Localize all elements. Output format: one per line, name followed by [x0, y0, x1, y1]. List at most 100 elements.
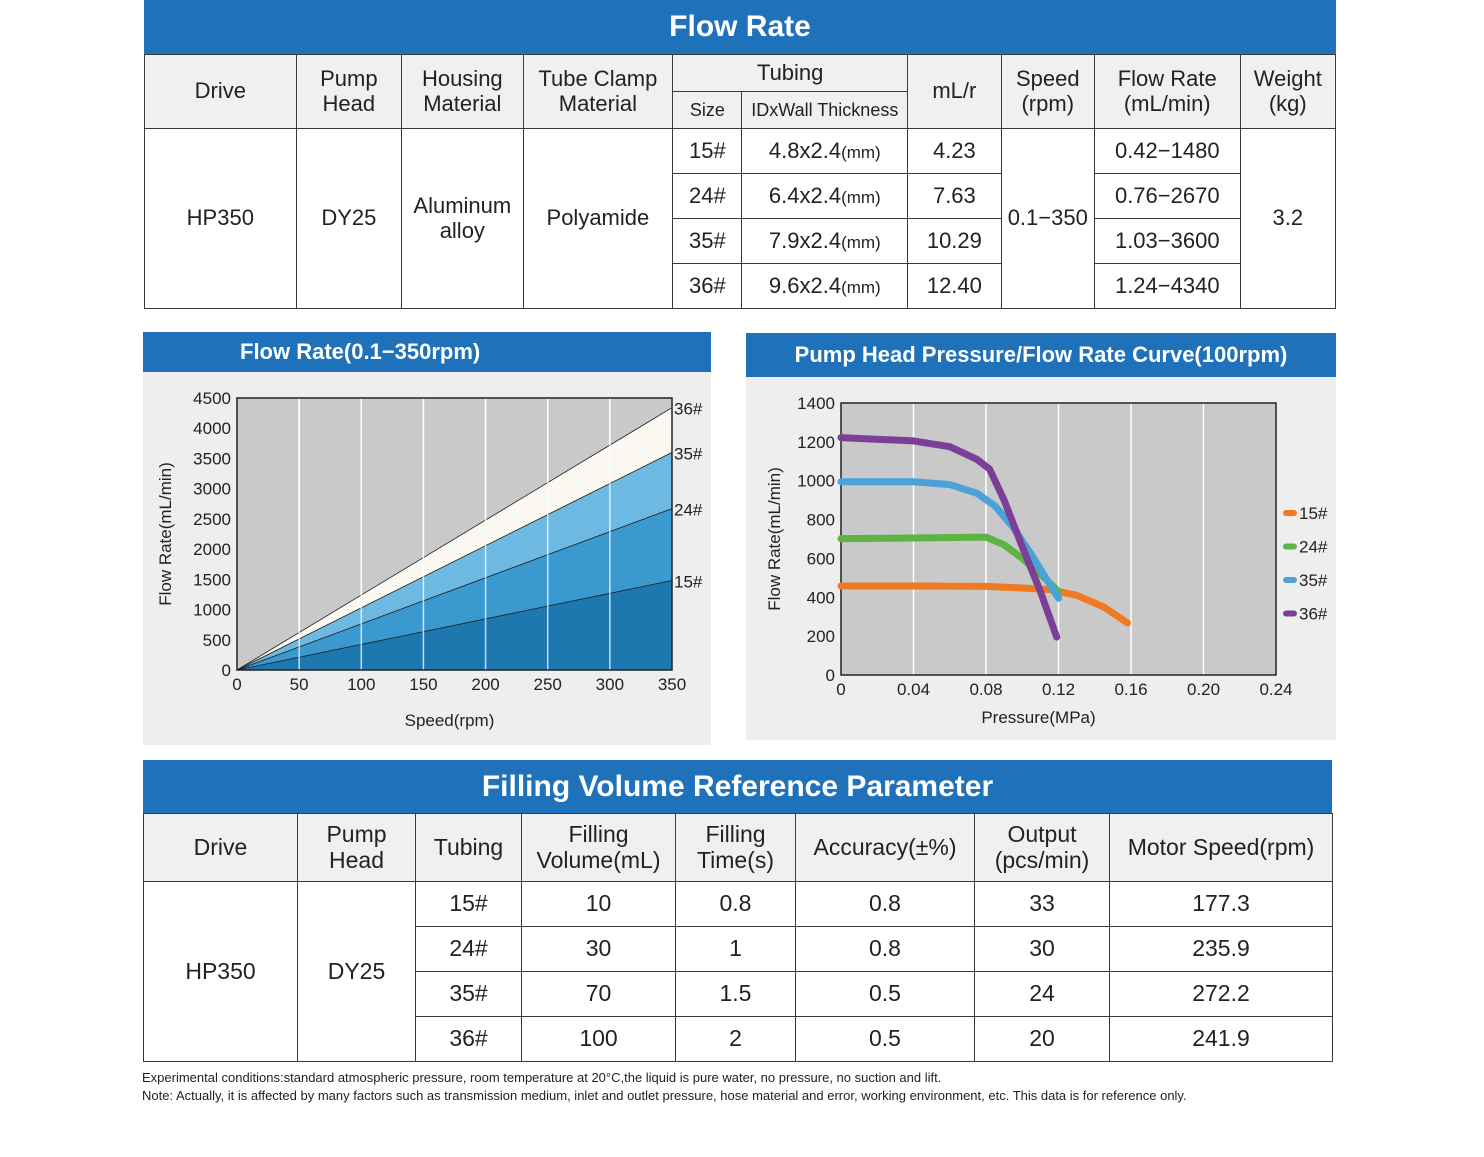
y-axis-label: Flow Rate(mL/min): [765, 467, 784, 611]
x-tick-label: 0.08: [969, 680, 1002, 699]
cell-volume: 100: [521, 1016, 676, 1062]
header-speed: Speed (rpm): [1000, 54, 1095, 129]
cell-tubing: 36#: [415, 1016, 522, 1062]
dimension-value: 6.4x2.4: [768, 182, 842, 208]
header-id-wall-thickness: IDxWall Thickness: [741, 91, 909, 129]
filling-title: Filling Volume Reference Parameter: [481, 769, 994, 803]
dimension-unit: (mm): [841, 277, 881, 297]
line-series: [837, 478, 1062, 602]
cell-ml-per-rev: 7.63: [907, 173, 1002, 219]
cell-size: 36#: [672, 263, 743, 309]
cell-size: 35#: [672, 218, 743, 264]
cell-tubing: 24#: [415, 926, 522, 972]
flow-rate-chart-title: Flow Rate(0.1−350rpm): [240, 339, 481, 364]
cell-size: 15#: [672, 128, 743, 174]
x-axis-label: Pressure(MPa): [981, 708, 1095, 727]
legend-label: 35#: [1299, 571, 1328, 590]
dimension-unit: (mm): [841, 232, 881, 252]
flow-rate-chart: 36#35#24#15#0 50 100 150 200 250 300 3500500100…: [156, 389, 703, 730]
header-weight: Weight (kg): [1239, 54, 1337, 129]
header-motor-speed: Motor Speed(rpm): [1109, 813, 1333, 882]
cell-motor-speed: 272.2: [1109, 971, 1333, 1017]
y-tick-label: 1000: [193, 601, 231, 620]
cell-output: 33: [974, 881, 1110, 927]
table-row: 35# 7.9x2.4(mm) 10.29 1.03−3600: [145, 218, 1336, 264]
series-label: 35#: [674, 444, 703, 463]
dimension-unit: (mm): [841, 187, 881, 207]
header-flow-rate: Flow Rate (mL/min): [1093, 54, 1241, 129]
cell-ml-per-rev: 10.29: [907, 218, 1002, 264]
y-tick-label: 0: [222, 661, 231, 680]
cell-tubing: 15#: [415, 881, 522, 927]
reference-note: Note: Actually, it is affected by many f…: [142, 1088, 1187, 1103]
header-tubing: Tubing: [672, 54, 909, 92]
y-tick-label: 400: [807, 588, 835, 607]
y-tick-label: 3000: [193, 480, 231, 499]
table-row: HP350 DY25 Aluminum alloy Polyamide 15# …: [144, 128, 1337, 309]
cell-output: 30: [974, 926, 1110, 972]
flow-rate-title-bar: Flow Rate: [144, 0, 1336, 54]
header-ml-per-rev: mL/r: [907, 54, 1002, 129]
cell-motor-speed: 177.3: [1109, 881, 1333, 927]
legend-label: 36#: [1299, 605, 1328, 624]
cell-output: 20: [974, 1016, 1110, 1062]
cell-ml-per-rev: 12.40: [907, 263, 1002, 309]
y-tick-label: 2000: [193, 540, 231, 559]
cell-dimension: 7.9x2.4(mm): [741, 218, 909, 264]
cell-volume: 70: [521, 971, 676, 1017]
y-tick-label: 0: [826, 666, 835, 685]
cell-volume: 10: [521, 881, 676, 927]
dimension-value: 9.6x2.4: [768, 272, 842, 298]
x-tick-label: 150: [409, 675, 437, 694]
cell-dimension: 6.4x2.4(mm): [741, 173, 909, 219]
dimension-unit: (mm): [841, 142, 881, 162]
table-row: HP350 DY25 15# 10 0.8 0.8 33 177.3: [143, 881, 1333, 1062]
y-tick-label: 1500: [193, 570, 231, 589]
filling-title-bar: Filling Volume Reference Parameter: [143, 760, 1332, 813]
x-tick-label: 100: [347, 675, 375, 694]
dimension-value: 4.8x2.4: [768, 137, 842, 163]
header-size: Size: [672, 91, 743, 129]
cell-tubing: 35#: [415, 971, 522, 1017]
header-filling-time: Filling Time(s): [675, 813, 796, 882]
cell-motor-speed: 241.9: [1109, 1016, 1333, 1062]
pressure-curve-panel: Pump Head Pressure/Flow Rate Curve(100rp…: [746, 333, 1336, 740]
header-pump-head: Pump Head: [295, 54, 403, 129]
cell-volume: 30: [521, 926, 676, 972]
dimension-value: 7.9x2.4: [768, 227, 842, 253]
cell-ml-per-rev: 4.23: [907, 128, 1002, 174]
header-accuracy: Accuracy(±%): [795, 813, 975, 882]
plot-border: [236, 397, 673, 671]
series-label: 15#: [674, 573, 703, 592]
cell-accuracy: 0.5: [795, 971, 975, 1017]
header-housing-material: Housing Material: [401, 54, 524, 129]
x-axis-label: Speed(rpm): [405, 711, 495, 730]
flow-rate-chart-title-bar: Flow Rate(0.1−350rpm): [143, 332, 711, 372]
x-tick-label: 50: [290, 675, 309, 694]
flow-rate-table: Drive Pump Head Housing Material Tube Cl…: [144, 54, 1337, 309]
cell-pump-head: DY25: [297, 881, 416, 1062]
cell-time: 0.8: [675, 881, 796, 927]
cell-drive: HP350: [143, 881, 298, 1062]
x-tick-label: 300: [596, 675, 624, 694]
pressure-curve-title: Pump Head Pressure/Flow Rate Curve(100rp…: [794, 342, 1288, 367]
y-tick-label: 200: [807, 627, 835, 646]
pressure-curve-chart: 0 0.04 0.08 0.12 0.16 0.20 0.24 0 200 400 600 800 10…: [765, 394, 1328, 727]
legend-label: 15#: [1299, 504, 1328, 523]
cell-time: 2: [675, 1016, 796, 1062]
y-axis-label: Flow Rate(mL/min): [156, 462, 175, 606]
x-tick-label: 250: [534, 675, 562, 694]
table-row: 24# 6.4x2.4(mm) 7.63 0.76−2670: [145, 173, 1336, 219]
cell-time: 1.5: [675, 971, 796, 1017]
y-tick-label: 2500: [193, 510, 231, 529]
flow-rate-title: Flow Rate: [669, 10, 811, 43]
table-row: 35# 70 1.5 0.5 24 272.2: [144, 971, 1333, 1017]
header-filling-volume: Filling Volume(mL): [521, 813, 676, 882]
y-tick-label: 3500: [193, 449, 231, 468]
x-tick-label: 0: [232, 675, 241, 694]
cell-motor-speed: 235.9: [1109, 926, 1333, 972]
cell-output: 24: [974, 971, 1110, 1017]
x-tick-label: 0.04: [897, 680, 930, 699]
cell-flow-rate: 1.03−3600: [1093, 218, 1241, 264]
flow-rate-chart-panel: Flow Rate(0.1−350rpm) 36# 35# 24# 15# 0 50 100…: [143, 332, 711, 745]
